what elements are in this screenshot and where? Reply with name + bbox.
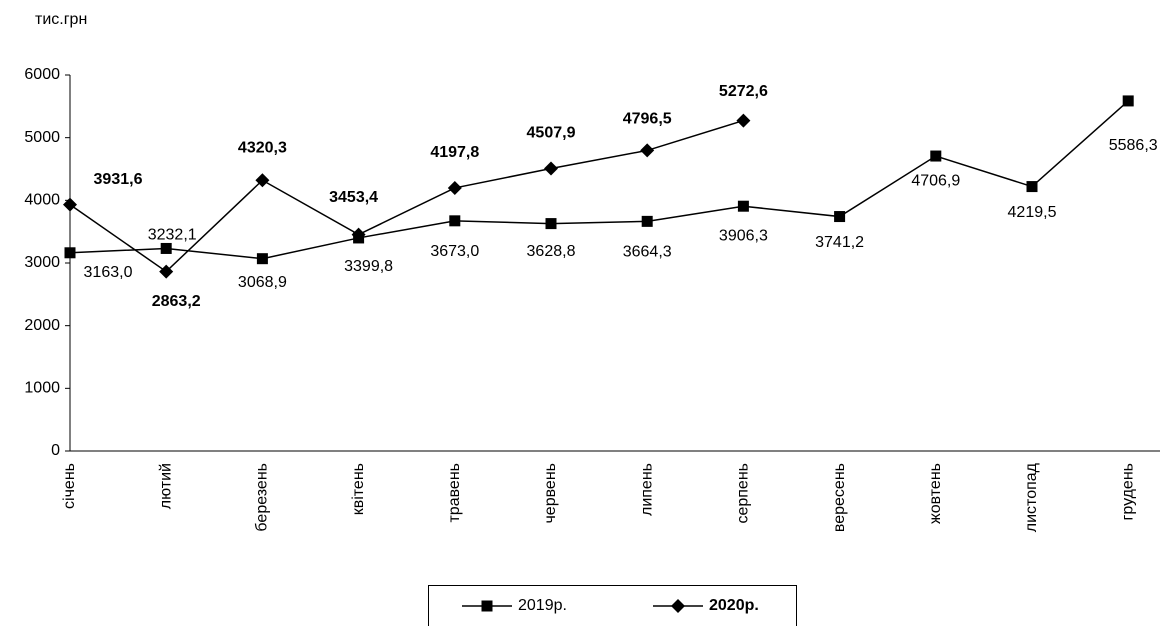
data-label: 3673,0 — [430, 243, 479, 260]
x-tick-label: листопад — [1023, 462, 1040, 532]
data-label: 5586,3 — [1109, 137, 1158, 154]
data-label: 4219,5 — [1008, 204, 1057, 221]
data-label: 3931,6 — [94, 171, 143, 188]
data-point — [545, 218, 557, 230]
x-tick-label: вересень — [831, 463, 848, 532]
legend-marker — [481, 600, 493, 612]
data-point — [736, 113, 751, 128]
data-label: 3906,3 — [719, 227, 768, 244]
data-label: 4197,8 — [430, 144, 479, 161]
y-tick-label: 2000 — [24, 317, 60, 334]
data-point — [449, 215, 461, 227]
x-tick-label: травень — [446, 463, 463, 523]
data-label: 3232,1 — [148, 227, 197, 244]
data-label: 4796,5 — [623, 111, 672, 128]
data-point — [834, 211, 846, 223]
data-label: 3741,2 — [815, 234, 864, 251]
data-point — [641, 215, 653, 227]
data-point — [930, 150, 942, 162]
data-label: 4320,3 — [238, 139, 287, 156]
x-tick-label: грудень — [1119, 463, 1136, 520]
legend-label: 2019р. — [518, 597, 567, 614]
series-line — [69, 100, 1129, 260]
data-label: 3664,3 — [623, 244, 672, 261]
x-tick-label: серпень — [735, 463, 752, 524]
x-tick-label: жовтень — [927, 463, 944, 524]
data-point — [63, 197, 77, 212]
data-label: 4706,9 — [911, 172, 960, 189]
data-label: 3399,8 — [344, 258, 393, 275]
y-tick-label: 1000 — [24, 380, 60, 397]
y-tick-label: 3000 — [24, 254, 60, 271]
data-point — [160, 242, 172, 254]
data-point — [351, 227, 366, 242]
legend-label: 2020р. — [709, 597, 759, 614]
data-label: 5272,6 — [719, 83, 768, 100]
y-tick-label: 4000 — [24, 192, 60, 209]
data-point — [1122, 95, 1134, 107]
series-line — [69, 119, 744, 273]
data-label: 4507,9 — [527, 125, 576, 142]
y-axis-label: тис.грн — [35, 11, 87, 28]
data-label: 3628,8 — [527, 243, 576, 260]
x-tick-label: березень — [254, 463, 271, 532]
data-label: 2863,2 — [152, 293, 201, 310]
x-tick-label: лютий — [157, 463, 174, 509]
y-tick-label: 0 — [51, 442, 60, 459]
data-point — [1026, 181, 1038, 193]
data-point — [159, 264, 174, 279]
data-point — [64, 247, 76, 259]
data-point — [737, 200, 749, 212]
data-label: 3453,4 — [329, 189, 378, 206]
x-tick-label: січень — [61, 463, 78, 509]
data-point — [447, 180, 462, 195]
x-tick-label: квітень — [350, 463, 367, 515]
x-tick-label: липень — [638, 463, 655, 516]
y-tick-label: 6000 — [24, 66, 60, 83]
x-tick-label: червень — [542, 463, 559, 524]
data-point — [255, 173, 270, 188]
data-point — [640, 143, 655, 158]
legend-marker — [671, 599, 685, 613]
data-point — [544, 161, 558, 176]
data-point — [256, 253, 268, 265]
data-label: 3163,0 — [84, 264, 133, 281]
data-label: 3068,9 — [238, 274, 287, 291]
y-tick-label: 5000 — [24, 129, 60, 146]
